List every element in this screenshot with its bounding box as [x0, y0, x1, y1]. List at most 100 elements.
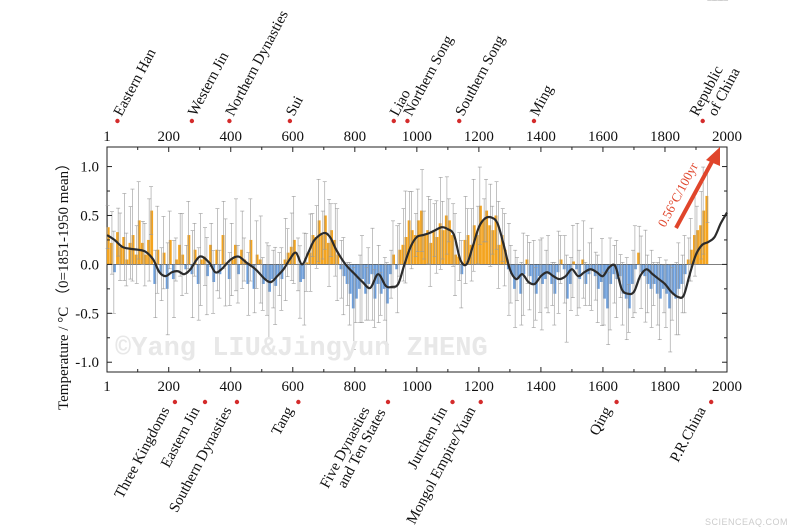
anomaly-bar	[162, 252, 166, 265]
dynasty-marker-top	[115, 118, 120, 124]
anomaly-bar	[196, 264, 200, 284]
anomaly-bar	[699, 225, 703, 265]
anomaly-bar	[345, 264, 349, 284]
anomaly-bar	[537, 264, 541, 277]
x-tick-label-top: 800	[344, 129, 367, 145]
anomaly-bar	[283, 259, 287, 265]
anomaly-bar	[677, 264, 681, 289]
anomaly-bar	[522, 264, 526, 275]
anomaly-bar	[637, 252, 641, 265]
anomaly-bar	[624, 264, 628, 299]
dynasty-marker-bottom	[614, 399, 619, 405]
anomaly-bar	[590, 264, 594, 270]
anomaly-bar	[261, 264, 265, 284]
anomaly-bar	[389, 264, 392, 275]
anomaly-bar	[305, 262, 309, 265]
anomaly-bar	[178, 244, 181, 265]
anomaly-bar	[395, 264, 399, 270]
x-tick-label-top: 400	[220, 129, 243, 145]
anomaly-bar	[429, 242, 433, 265]
anomaly-bar	[488, 225, 492, 265]
anomaly-bar	[323, 215, 327, 265]
anomaly-bar	[693, 235, 696, 265]
anomaly-bar	[444, 215, 448, 265]
y-tick-label: 0.0	[80, 257, 99, 273]
anomaly-bar	[438, 223, 442, 265]
anomaly-bar	[463, 239, 467, 265]
anomaly-bar	[398, 249, 402, 265]
anomaly-bar	[156, 249, 160, 265]
anomaly-bar	[367, 264, 371, 284]
anomaly-bar	[264, 264, 268, 280]
x-tick-label-bottom: 1	[103, 379, 111, 395]
anomaly-bar	[106, 227, 110, 265]
anomaly-bar	[122, 237, 126, 265]
anomaly-bar	[420, 210, 423, 265]
x-tick-label-top: 1200	[464, 129, 494, 145]
site-watermark: SCIENCEAQ.COM	[705, 517, 788, 527]
x-tick-label-bottom: 1000	[402, 379, 432, 395]
anomaly-bar	[503, 249, 507, 265]
dynasty-marker-bottom	[296, 399, 301, 405]
dynasty-marker-top	[457, 118, 462, 124]
x-tick-label-bottom: 1800	[650, 379, 680, 395]
anomaly-bar	[159, 264, 163, 275]
anomaly-bar	[212, 264, 216, 282]
anomaly-bar	[668, 264, 672, 309]
anomaly-bar	[215, 249, 219, 265]
anomaly-bar	[320, 235, 324, 265]
anomaly-bar	[519, 264, 523, 294]
dynasty-label-top: Northern Song	[401, 33, 457, 119]
anomaly-bar	[327, 242, 330, 265]
anomaly-bar	[568, 264, 572, 284]
anomaly-bar	[528, 264, 532, 277]
dynasty-marker-bottom	[234, 399, 240, 405]
dynasty-marker-top	[391, 118, 396, 124]
anomaly-bar	[556, 264, 560, 273]
anomaly-bar	[348, 264, 352, 294]
anomaly-bar	[317, 220, 321, 265]
x-tick-label-bottom: 800	[344, 379, 367, 395]
anomaly-bar	[202, 256, 206, 265]
anomaly-bar	[364, 264, 368, 294]
y-tick-label: 1.0	[80, 160, 99, 176]
anomaly-bar	[255, 254, 259, 265]
anomaly-bar	[125, 259, 129, 265]
anomaly-bar	[482, 220, 485, 265]
anomaly-bar	[181, 254, 185, 265]
smoothed-curve	[106, 211, 728, 299]
anomaly-bar	[572, 261, 575, 265]
anomaly-bar	[485, 210, 489, 265]
anomaly-bar	[674, 264, 678, 299]
anomaly-bar	[475, 235, 479, 265]
anomaly-bar	[640, 264, 644, 273]
anomaly-bar	[401, 244, 405, 265]
anomaly-bar	[407, 220, 411, 265]
anomaly-bar	[457, 256, 461, 265]
y-tick-label: 0.5	[80, 208, 99, 224]
anomaly-bar	[336, 254, 340, 265]
dynasty-marker-bottom	[385, 399, 391, 405]
x-tick-label-top: 1600	[588, 129, 618, 145]
anomaly-bar	[370, 264, 374, 275]
dynasty-label-bottom: Qing	[587, 404, 615, 438]
anomaly-bar	[116, 232, 119, 265]
dynasty-marker-bottom	[450, 399, 455, 405]
dynasty-label-top: Sui	[283, 94, 307, 119]
x-tick-label-top: 2000	[712, 129, 742, 145]
anomaly-bar	[500, 235, 504, 265]
anomaly-bar	[596, 264, 600, 289]
dynasty-label-top: Southern Song	[453, 33, 509, 119]
anomaly-bar	[286, 252, 290, 265]
anomaly-bar	[553, 264, 557, 294]
dynasty-marker-top	[531, 118, 537, 124]
anomaly-bar	[441, 230, 445, 265]
anomaly-bar	[665, 264, 668, 294]
anomaly-bar	[432, 230, 436, 265]
anomaly-bar	[249, 239, 253, 265]
anomaly-bar	[671, 264, 675, 294]
anomaly-bar	[358, 264, 361, 289]
dynasty-marker-top	[405, 118, 410, 124]
anomaly-bar	[299, 264, 302, 282]
anomaly-bar	[308, 252, 312, 265]
